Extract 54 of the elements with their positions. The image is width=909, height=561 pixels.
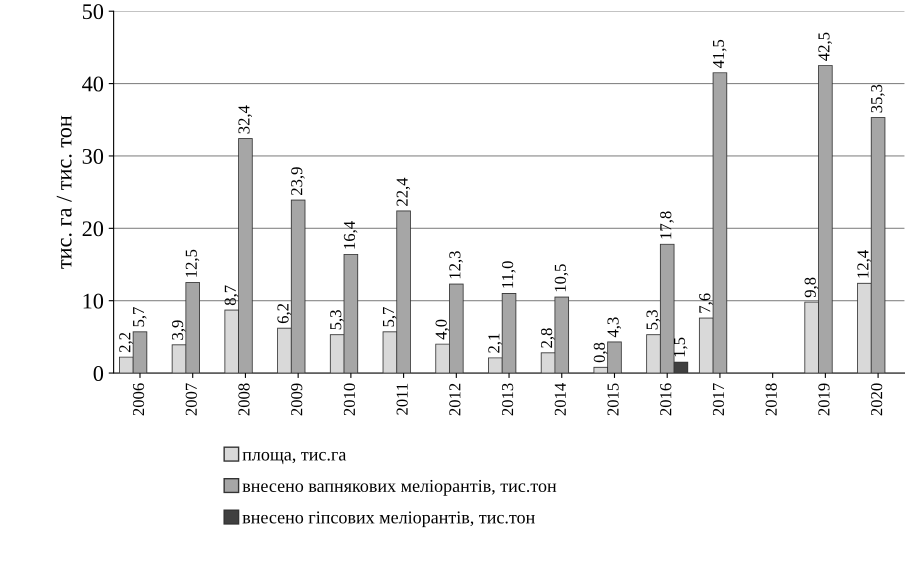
data-label: 32,4 (238, 105, 252, 134)
data-label: 1,5 (674, 338, 688, 356)
data-label: 17,8 (660, 211, 674, 238)
data-label: 2,1 (488, 334, 502, 353)
x-tick-label: 2016 (660, 383, 672, 416)
y-tick-label: 50 (82, 4, 104, 20)
data-label: 8,7 (224, 285, 238, 306)
x-tick-label: 2018 (766, 383, 777, 416)
data-label: 5,7 (133, 307, 147, 327)
x-tick-label: 2010 (344, 383, 356, 416)
legend-label: внесено гіпсових меліорантів, тис.тон (242, 511, 535, 528)
data-label: 16,4 (344, 221, 358, 249)
x-tick-label: 2007 (186, 383, 197, 416)
data-label: 12,3 (449, 251, 463, 278)
x-tick-label: 2017 (712, 383, 724, 416)
y-tick-label: 40 (82, 76, 104, 92)
data-label: 42,5 (818, 32, 832, 61)
y-tick-label: 20 (82, 221, 104, 236)
x-tick-label: 2009 (291, 383, 302, 416)
x-tick-label: 2015 (607, 383, 619, 416)
data-label: 6,2 (277, 304, 292, 324)
x-tick-label: 2012 (449, 384, 460, 416)
data-label: 10,5 (554, 264, 568, 292)
y-tick-label: 0 (94, 366, 104, 381)
data-label: 35,3 (871, 84, 885, 112)
data-label: 12,5 (186, 250, 200, 277)
data-label: 0,8 (594, 342, 608, 362)
data-label: 41,5 (712, 40, 726, 68)
data-label: 5,7 (382, 307, 396, 327)
legend-label: площа, тис.га (242, 452, 346, 464)
x-tick-label: 2008 (238, 383, 250, 416)
legend-label: внесено вапнякових меліорантів, тис.тон (242, 480, 556, 496)
x-tick-label: 2019 (818, 383, 830, 416)
y-tick-label: 10 (84, 294, 104, 309)
x-tick-label: 2013 (502, 383, 514, 416)
data-label: 9,8 (804, 278, 818, 298)
data-label: 3,9 (172, 320, 186, 340)
data-label: 5,3 (646, 310, 660, 330)
y-axis-title: тис. га / тис. тон (56, 116, 72, 269)
data-label: 2,2 (119, 332, 133, 352)
data-label: 4,0 (436, 320, 450, 340)
data-label: 2,8 (540, 328, 555, 348)
x-tick-label: 2020 (871, 383, 882, 416)
y-tick-label: 30 (82, 148, 104, 164)
data-label: 7,6 (699, 293, 713, 313)
x-tick-label: 2011 (396, 384, 408, 415)
data-label: 11,0 (502, 261, 516, 288)
x-tick-label: 2014 (554, 383, 566, 416)
data-label: 12,4 (857, 250, 871, 278)
x-tick-label: 2006 (132, 383, 144, 416)
data-label: 5,3 (330, 310, 344, 330)
data-label: 4,3 (607, 317, 622, 338)
data-label: 22,4 (396, 178, 410, 206)
data-label: 23,9 (291, 167, 305, 196)
